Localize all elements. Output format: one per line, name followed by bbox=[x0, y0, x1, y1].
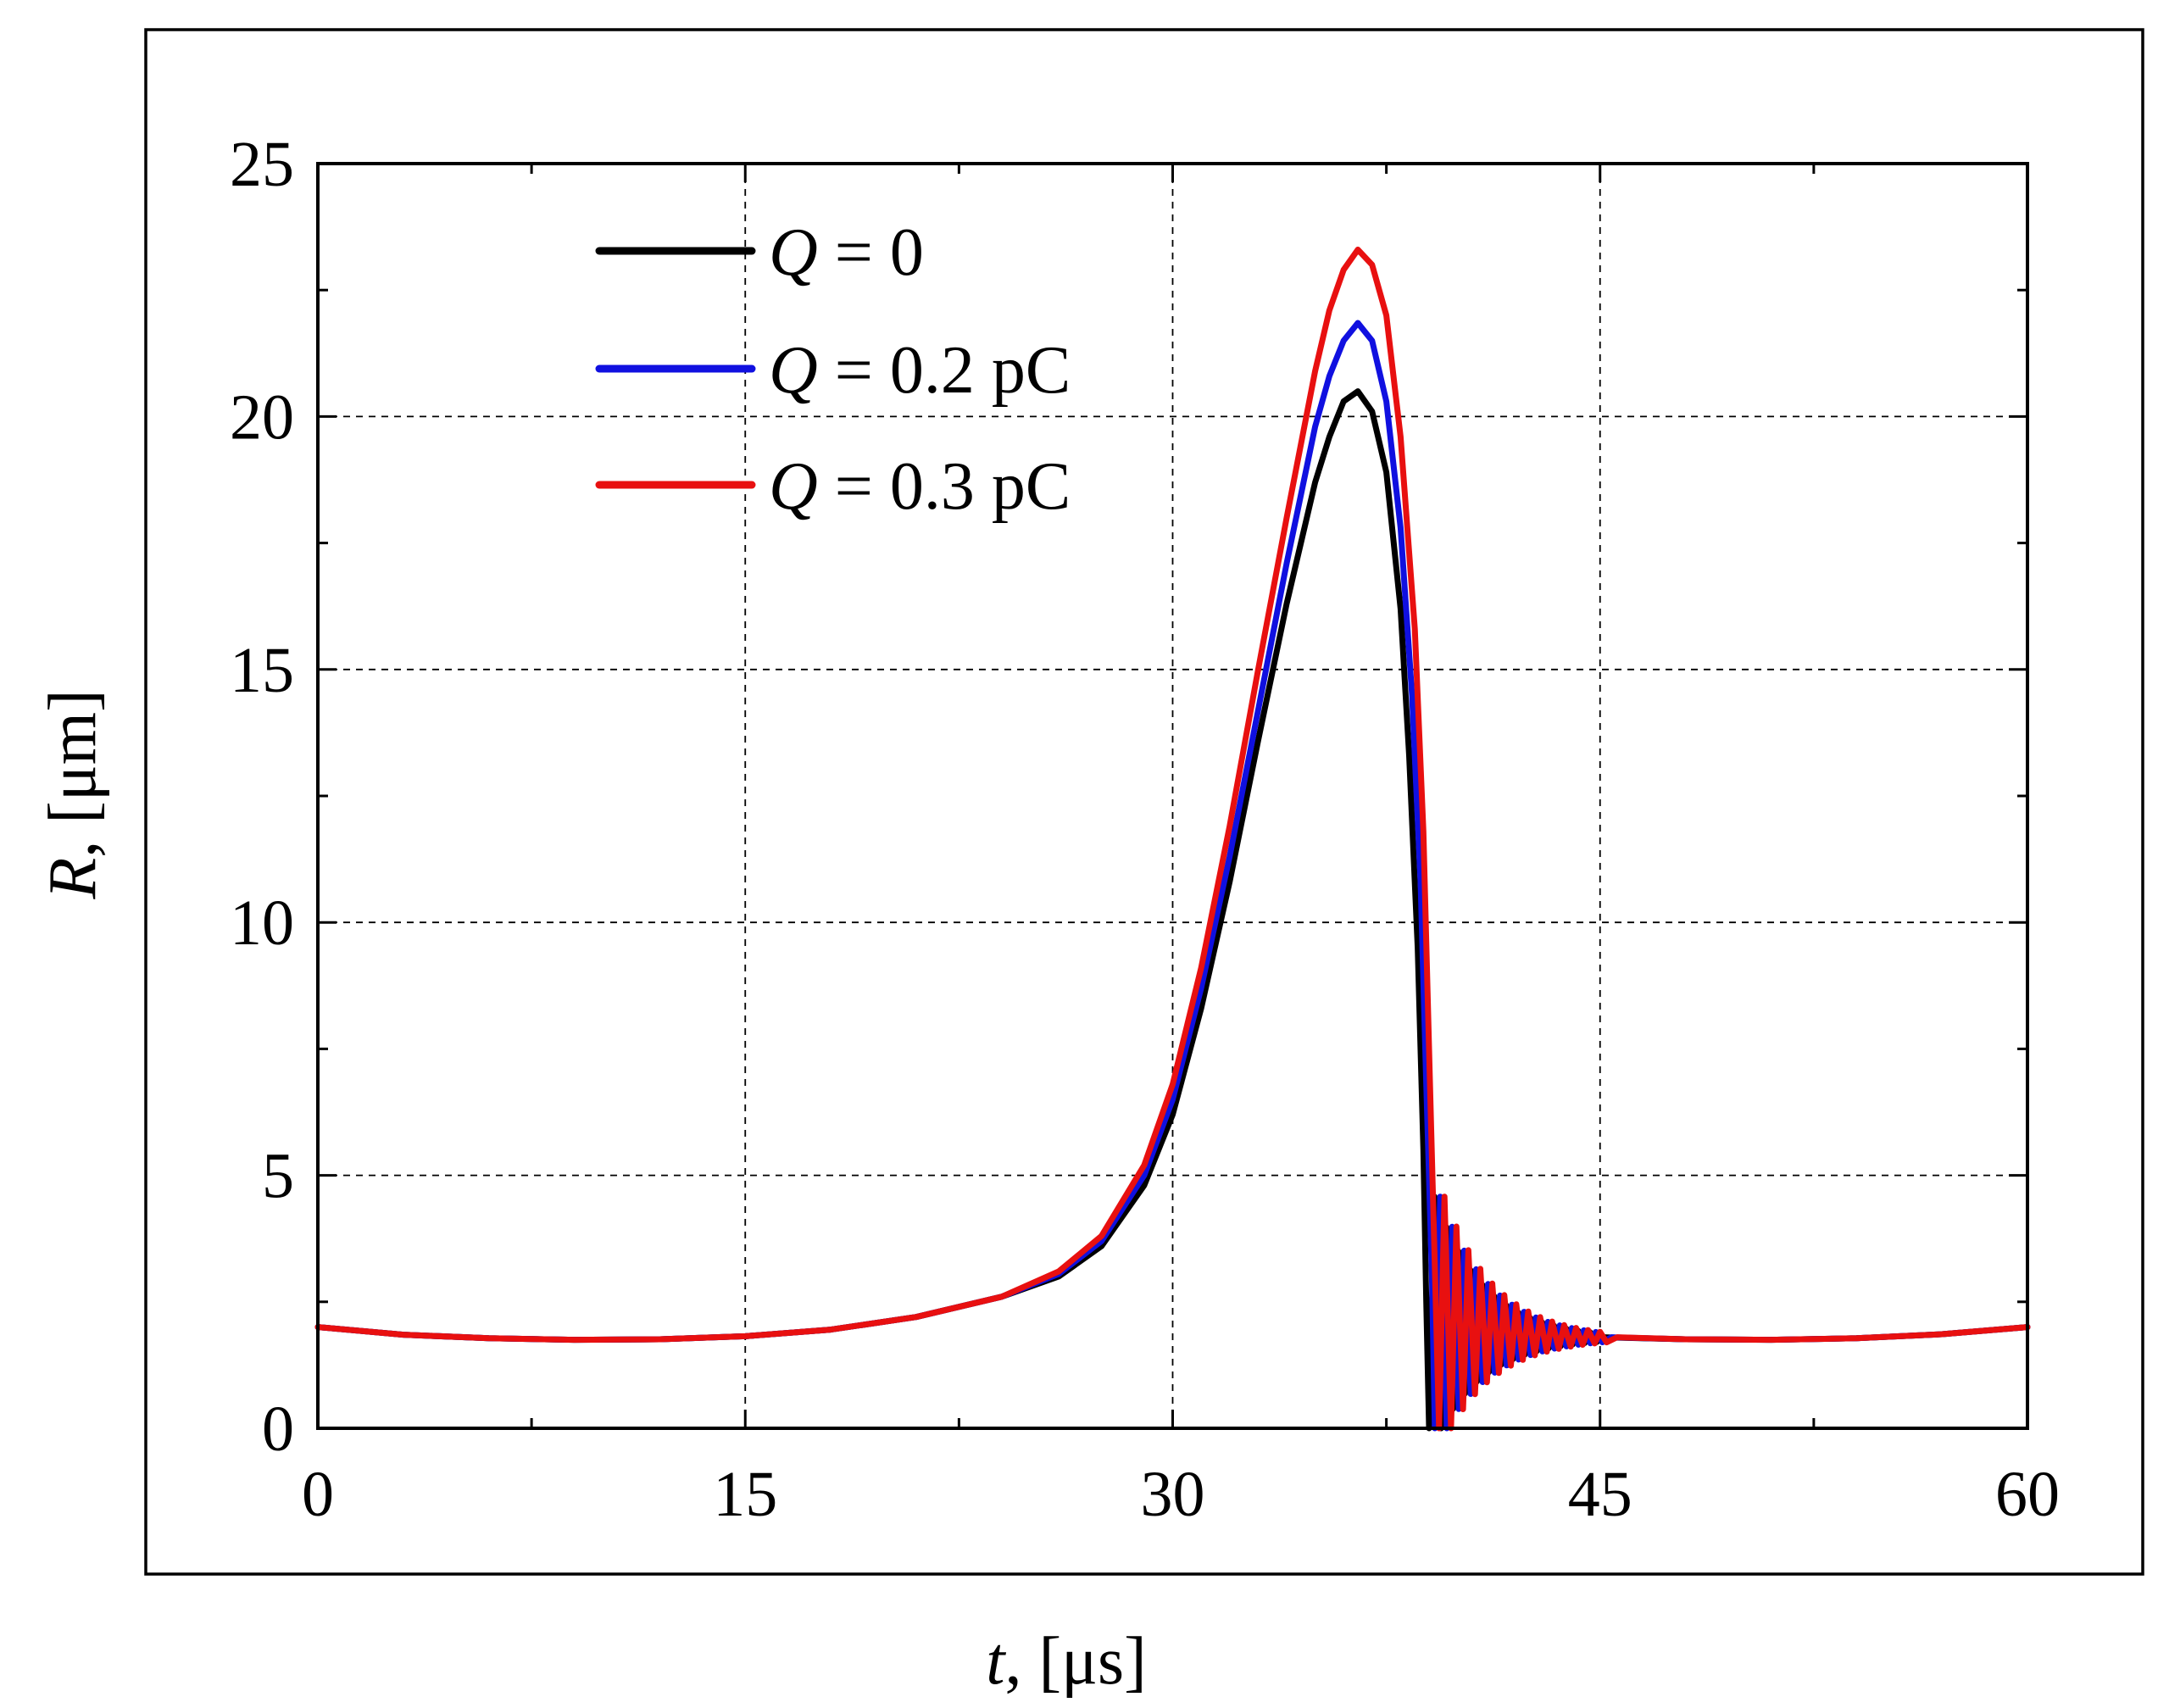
x-tick-label: 15 bbox=[713, 1459, 777, 1530]
x-axis-label: t, [μs] bbox=[986, 1624, 1147, 1699]
y-axis-label-symbol: R bbox=[36, 858, 110, 900]
series-group bbox=[314, 247, 2031, 1432]
legend-symbol-q02: Q bbox=[769, 333, 818, 408]
y-axis-label: R, [μm] bbox=[36, 689, 110, 899]
series-line-q03 bbox=[314, 247, 2031, 1432]
legend-symbol-q0: Q bbox=[769, 215, 818, 290]
legend: Q = 0 Q = 0.2 pC Q = 0.3 pC bbox=[595, 215, 1071, 524]
legend-label-q02: Q = 0.2 pC bbox=[769, 333, 1071, 408]
legend-label-q03: Q = 0.3 pC bbox=[769, 449, 1071, 524]
x-tick-label: 0 bbox=[302, 1459, 334, 1530]
y-tick-label: 10 bbox=[230, 887, 294, 959]
y-tick-label: 25 bbox=[230, 129, 294, 200]
x-ticks: 0 15 30 45 60 bbox=[302, 164, 2060, 1530]
x-axis-label-unit: , [μs] bbox=[1004, 1624, 1146, 1699]
grid bbox=[318, 164, 2027, 1428]
series-line-q02 bbox=[314, 320, 2031, 1432]
x-tick-label: 45 bbox=[1568, 1459, 1632, 1530]
legend-text-q0: = 0 bbox=[818, 215, 924, 290]
legend-text-q02: = 0.2 pC bbox=[818, 333, 1071, 408]
legend-text-q03: = 0.3 pC bbox=[818, 449, 1071, 524]
y-tick-label: 20 bbox=[230, 381, 294, 453]
x-tick-label: 60 bbox=[1995, 1459, 2060, 1530]
x-tick-label: 30 bbox=[1141, 1459, 1205, 1530]
x-axis-label-symbol: t bbox=[986, 1624, 1006, 1699]
minor-ticks bbox=[318, 164, 2027, 1428]
plot-area-border bbox=[316, 162, 2029, 1430]
figure-frame bbox=[144, 28, 2144, 1576]
y-axis-label-unit: , [μm] bbox=[36, 689, 110, 857]
y-tick-label: 15 bbox=[230, 635, 294, 706]
y-ticks: 0 5 10 15 20 25 bbox=[230, 129, 2027, 1465]
y-tick-label: 5 bbox=[262, 1141, 294, 1212]
legend-label-q0: Q = 0 bbox=[769, 215, 924, 290]
legend-symbol-q03: Q bbox=[769, 449, 818, 524]
y-tick-label: 0 bbox=[262, 1394, 294, 1465]
